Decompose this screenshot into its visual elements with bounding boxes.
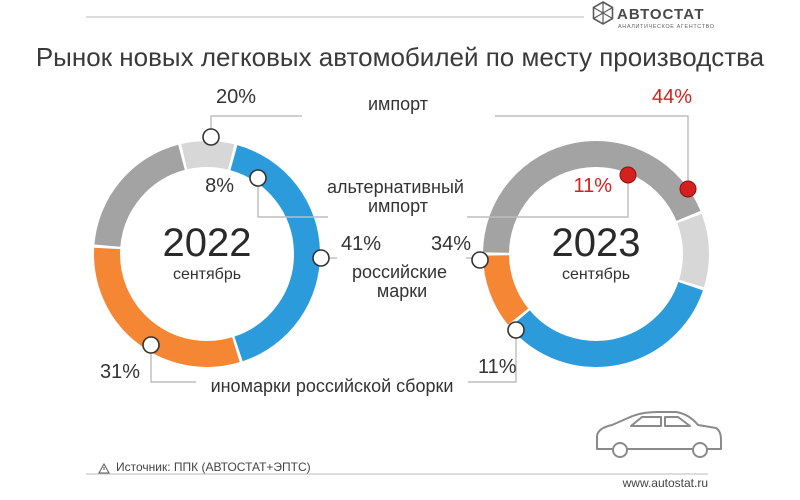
footer-source: Источник: ППК (АВТОСТАТ+ЭПТС) (116, 460, 311, 474)
autostat-logo: АВТОСТАТ АНАЛИТИЧЕСКОЕ АГЕНТСТВО (592, 1, 715, 30)
value-label-2022-import: 20% (216, 86, 256, 108)
car-icon (596, 411, 722, 458)
value-label-2022-russian-brands: 41% (341, 233, 381, 255)
marker-2023-import (679, 180, 697, 198)
marker-2023-russian-brands (471, 251, 489, 269)
logo-hexagon-icon (592, 1, 614, 25)
donut-2022 (94, 141, 320, 367)
value-label-2023-foreign-brands: 11% (478, 356, 517, 378)
category-label-alternative-import-line2: импорт (368, 196, 428, 216)
donut-2023 (483, 141, 709, 367)
segment-2023-russian-brands (509, 281, 703, 367)
category-label-russian-brands-line2: марки (377, 281, 427, 301)
marker-2022-russian-brands (312, 249, 330, 267)
value-markers (142, 128, 697, 354)
period-label-2022: сентябрь (173, 266, 241, 283)
segment-2023-import (483, 141, 701, 254)
period-label-2023: сентябрь (562, 266, 630, 283)
year-label-2022: 2022 (163, 221, 252, 265)
category-label-import: импорт (368, 94, 428, 114)
connector-lines (150, 115, 689, 383)
connector-import-right (495, 115, 689, 185)
connector-import-left (210, 115, 302, 133)
segment-2022-import (94, 144, 186, 248)
segment-2023-foreign-brands-russian-assembly (483, 254, 529, 325)
logo-subtitle: АНАЛИТИЧЕСКОЕ АГЕНТСТВО (618, 24, 715, 30)
chart-title: Рынок новых легковых автомобилей по мест… (36, 42, 765, 72)
value-label-2023-import: 44% (652, 86, 692, 108)
category-label-russian-brands-line1: российские (352, 262, 447, 282)
connector-alt-import-left (257, 178, 328, 218)
category-label-alternative-import-line1: альтернативный (327, 177, 464, 197)
marker-2023-alternative-import (619, 166, 637, 184)
connector-foreign-right (468, 330, 517, 383)
warning-triangle-icon (98, 462, 110, 474)
value-label-2023-alternative-import: 11% (573, 175, 612, 197)
connector-alt-import-right (467, 175, 629, 218)
footer-url: www.autostat.ru (622, 476, 708, 490)
connector-foreign-left (150, 343, 196, 383)
segment-2022-foreign-brands-russian-assembly (94, 247, 240, 367)
value-label-2022-foreign-brands: 31% (100, 361, 140, 383)
marker-2022-import (202, 128, 220, 146)
category-label-alternative-import: альтернативный импорт (327, 177, 469, 216)
marker-2023-foreign-brands (507, 321, 525, 339)
value-label-2023-russian-brands: 34% (431, 233, 471, 255)
category-label-russian-brands: российские марки (352, 262, 452, 301)
logo-name: АВТОСТАТ (617, 6, 704, 23)
segment-2022-alternative-import (181, 141, 235, 170)
category-label-foreign-brands: иномарки российской сборки (211, 376, 454, 396)
value-label-2022-alternative-import: 8% (205, 175, 234, 197)
marker-2022-alternative-import (249, 169, 267, 187)
segment-2023-alternative-import (677, 213, 709, 288)
year-label-2023: 2023 (552, 221, 641, 265)
segment-2022-russian-brands (230, 145, 320, 362)
marker-2022-foreign-brands (142, 336, 160, 354)
